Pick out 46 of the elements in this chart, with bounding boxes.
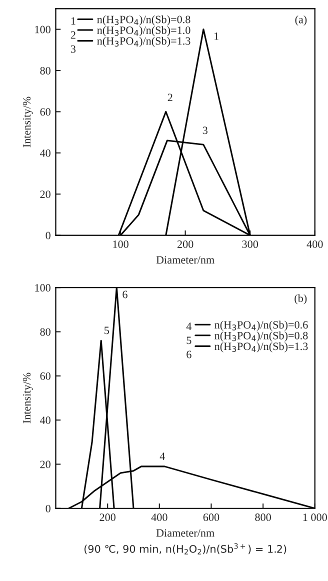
x-tick-label: 400 <box>306 240 323 248</box>
y-tick-label: 60 <box>40 108 50 116</box>
x-axis-title: Diameter/nm <box>156 256 214 264</box>
text: 2 <box>70 31 76 39</box>
legend-label: n(H$_{3}$PO$_{4}$)/n(Sb)=0.8 <box>214 332 308 342</box>
text: 1 <box>71 17 76 25</box>
y-axis-title: Intensity/% <box>23 372 33 424</box>
y-tick-label: 100 <box>35 26 50 34</box>
legend-label: n(H$_{3}$PO$_{4}$)/n(Sb)=1.3 <box>214 342 308 352</box>
x-tick-label: 400 <box>151 514 168 522</box>
y-tick-label: 0 <box>46 232 50 240</box>
annotation: 3 <box>202 126 208 134</box>
annotation: (b) <box>294 294 307 304</box>
legend-label: n(H$_{3}$PO$_{4}$)/n(Sb)=0.8 <box>97 15 190 26</box>
x-tick-label: 300 <box>242 240 258 248</box>
annotation: 4 <box>160 452 165 460</box>
x-tick-label: 800 <box>255 514 271 522</box>
x-tick-label: 200 <box>177 240 194 248</box>
text: 4 <box>186 322 192 330</box>
x-tick-label: 200 <box>100 514 116 522</box>
y-axis-title: Intensity/% <box>23 96 33 148</box>
y-tick-label: 40 <box>40 416 50 424</box>
y-tick-label: 80 <box>40 66 50 74</box>
y-tick-label: 20 <box>40 190 50 198</box>
y-tick-label: 20 <box>40 460 50 468</box>
legend-label: n(H$_{3}$PO$_{4}$)/n(Sb)=1.0 <box>97 26 190 36</box>
y-tick-label: 0 <box>46 504 50 512</box>
x-axis-title: Diameter/nm <box>156 529 214 537</box>
text: 5 <box>186 336 192 344</box>
x-tick-label: 100 <box>113 240 128 248</box>
text: (90 ℃, 90 min, n(H$_{2}$O$_{2}$)/n(Sb$^{3+}$) = 1.2) <box>84 543 286 554</box>
annotation: 5 <box>104 326 110 334</box>
x-tick-label: 1 000 <box>303 514 327 522</box>
annotation: (a) <box>295 16 307 26</box>
text: 6 <box>186 350 192 358</box>
y-tick-label: 40 <box>40 149 50 157</box>
text: 3 <box>70 45 76 53</box>
annotation: 1 <box>214 32 218 40</box>
y-tick-label: 100 <box>35 284 50 292</box>
annotation: 6 <box>122 290 128 298</box>
y-tick-label: 80 <box>40 328 50 336</box>
y-tick-label: 60 <box>40 372 50 380</box>
x-tick-label: 600 <box>203 514 220 522</box>
annotation: 2 <box>168 94 172 102</box>
legend-label: n(H$_{3}$PO$_{4}$)/n(Sb)=1.3 <box>97 36 190 48</box>
legend-label: n(H$_{3}$PO$_{4}$)/n(Sb)=0.6 <box>214 320 308 331</box>
